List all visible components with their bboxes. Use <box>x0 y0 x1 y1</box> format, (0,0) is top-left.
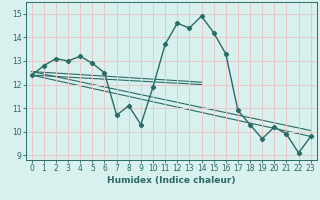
X-axis label: Humidex (Indice chaleur): Humidex (Indice chaleur) <box>107 176 236 185</box>
